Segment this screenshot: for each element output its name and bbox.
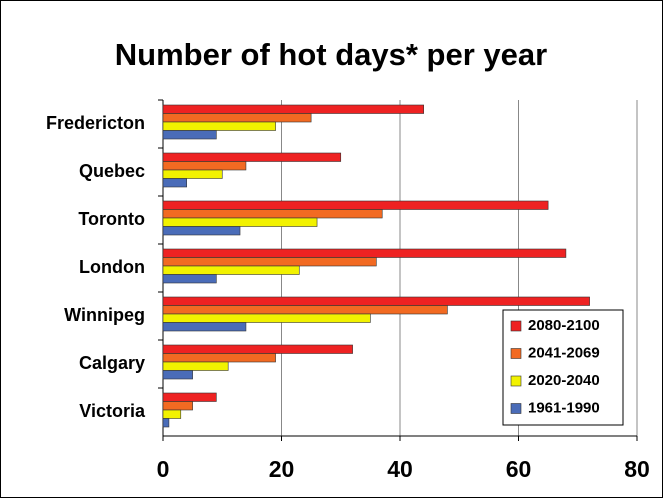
- chart-title: Number of hot days* per year: [115, 37, 547, 72]
- legend-swatch: [510, 375, 522, 387]
- x-tick-label: 60: [506, 456, 532, 482]
- bar: [162, 418, 170, 428]
- bar: [162, 257, 377, 267]
- legend-label: 2041-2069: [528, 344, 600, 361]
- bar: [162, 296, 590, 306]
- y-tick-label: Victoria: [79, 401, 146, 421]
- x-tick-label: 20: [269, 456, 295, 482]
- bar: [162, 121, 276, 131]
- legend-swatch: [510, 320, 522, 332]
- bar: [162, 353, 276, 363]
- bar: [162, 265, 300, 275]
- x-tick-label: 40: [387, 456, 413, 482]
- y-tick-label: Calgary: [79, 353, 145, 373]
- bar: [162, 169, 223, 179]
- bar: [162, 305, 448, 315]
- bar: [162, 370, 193, 380]
- bar: [162, 248, 567, 258]
- bar: [162, 274, 217, 284]
- bar: [162, 217, 318, 227]
- legend-label: 2020-2040: [528, 372, 600, 389]
- y-tick-label: Winnipeg: [64, 305, 145, 325]
- bar: [162, 361, 229, 371]
- legend-swatch: [510, 348, 522, 359]
- y-tick-label: Toronto: [78, 209, 145, 229]
- legend-label: 1961-1990: [528, 399, 600, 416]
- y-tick-label: Quebec: [79, 161, 145, 181]
- y-tick-label: Fredericton: [46, 113, 145, 133]
- bar: [162, 401, 193, 411]
- x-tick-label: 80: [624, 456, 650, 482]
- bar: [162, 200, 549, 210]
- bar: [162, 409, 182, 419]
- bar: [162, 209, 383, 219]
- x-tick-label: 0: [157, 456, 170, 482]
- bar: [162, 161, 247, 171]
- bar: [162, 392, 217, 402]
- legend-box: [502, 309, 624, 426]
- legend-swatch: [510, 403, 522, 414]
- bar: [162, 322, 247, 332]
- bar: [162, 130, 217, 140]
- bar: [162, 344, 353, 354]
- bar: [162, 313, 371, 323]
- bar: [162, 152, 342, 162]
- bar: [162, 226, 241, 236]
- y-tick-label: London: [79, 257, 145, 277]
- legend-label: 2080-2100: [528, 317, 600, 334]
- bar: [162, 113, 312, 123]
- bar: [162, 178, 188, 188]
- bar: [162, 104, 425, 114]
